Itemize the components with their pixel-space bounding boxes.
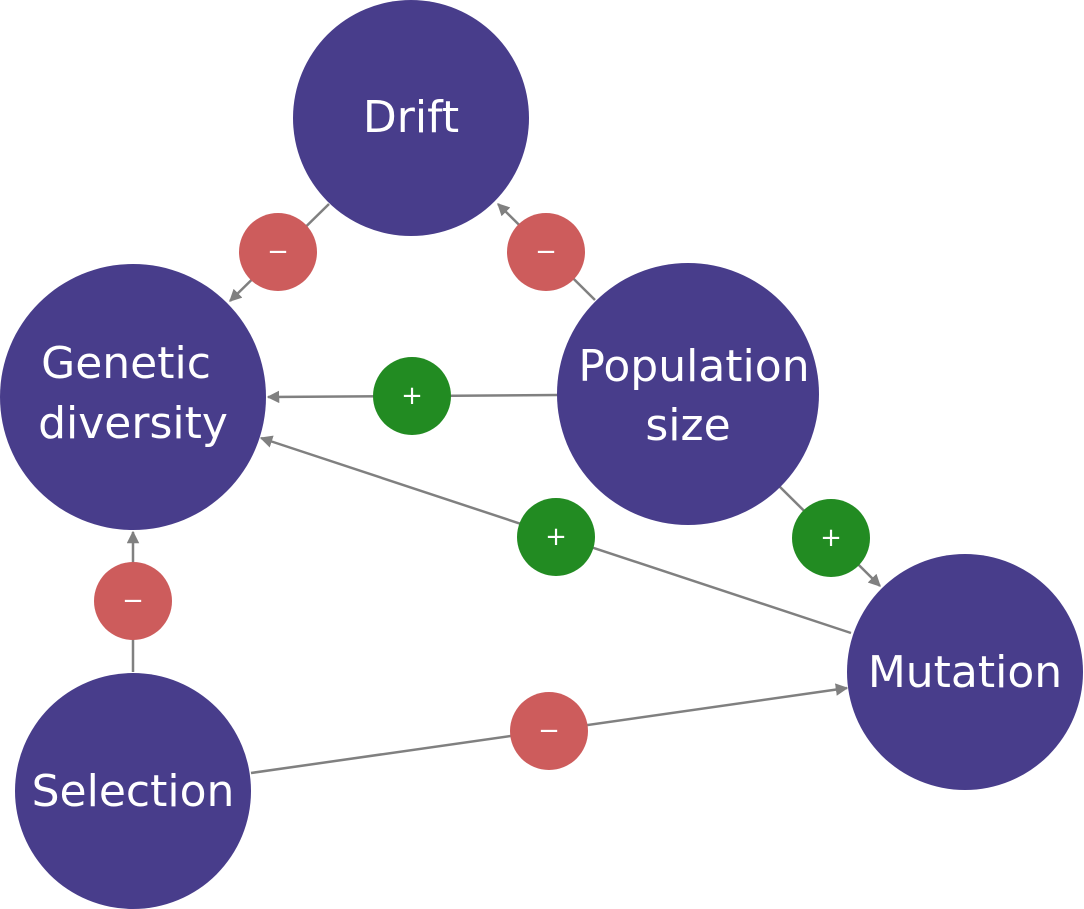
node-selection-circle (15, 673, 251, 909)
node-selection-label: Selection (32, 766, 235, 817)
svg-text:−: − (538, 716, 560, 746)
sign-badge-population-size-genetic-diversity: + (373, 357, 451, 435)
node-population-size-circle (557, 263, 819, 525)
svg-text:−: − (267, 237, 289, 267)
node-mutation: Mutation (847, 554, 1083, 790)
node-genetic-diversity-circle (0, 264, 266, 530)
sign-badge-population-size-mutation: + (792, 499, 870, 577)
node-mutation-circle (847, 554, 1083, 790)
node-population-size-label: Population size (578, 341, 823, 451)
sign-badge-drift-genetic-diversity: − (239, 213, 317, 291)
node-genetic-diversity-label: Genetic diversity (38, 338, 228, 449)
node-genetic-diversity: Genetic diversity (0, 264, 266, 530)
svg-text:+: + (401, 381, 423, 411)
sign-badge-mutation-genetic-diversity: + (517, 498, 595, 576)
node-selection: Selection (15, 673, 251, 909)
svg-text:−: − (535, 237, 557, 267)
sign-badge-selection-genetic-diversity: − (94, 562, 172, 640)
sign-badge-population-size-drift: − (507, 213, 585, 291)
node-mutation-label: Mutation (868, 647, 1062, 698)
sign-badges: − − + + + − − (94, 213, 870, 770)
sign-badge-selection-mutation: − (510, 692, 588, 770)
node-drift: Drift (293, 0, 529, 236)
svg-text:−: − (122, 586, 144, 616)
svg-text:+: + (545, 522, 567, 552)
node-drift-circle (293, 0, 529, 236)
node-population-size: Population size (557, 263, 823, 525)
svg-text:+: + (820, 523, 842, 553)
node-drift-label: Drift (363, 92, 459, 143)
